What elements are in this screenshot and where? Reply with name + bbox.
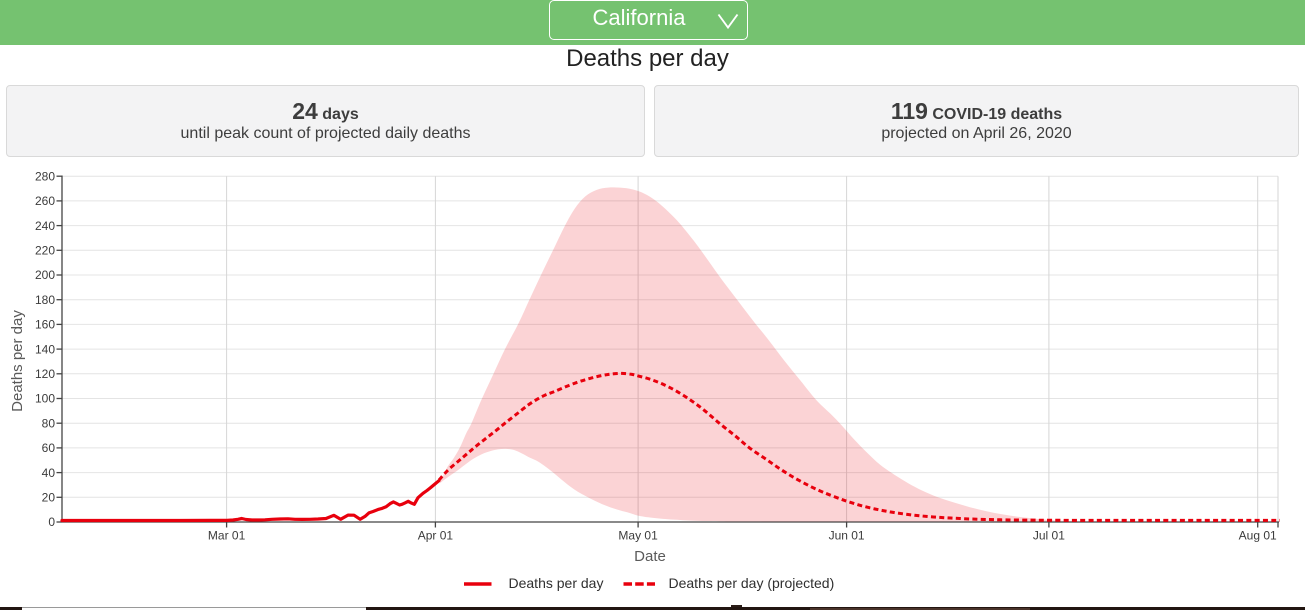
svg-text:80: 80 — [42, 416, 56, 430]
svg-text:Apr 01: Apr 01 — [418, 529, 454, 543]
svg-text:Deaths per day: Deaths per day — [9, 310, 26, 412]
svg-text:Date: Date — [634, 548, 666, 565]
svg-text:Mar 01: Mar 01 — [208, 529, 246, 543]
svg-text:180: 180 — [35, 293, 55, 307]
svg-text:140: 140 — [35, 342, 55, 356]
svg-text:Aug 01: Aug 01 — [1239, 529, 1277, 543]
svg-text:160: 160 — [35, 318, 55, 332]
svg-text:Deaths per day (projected): Deaths per day (projected) — [669, 575, 835, 591]
svg-text:120: 120 — [35, 367, 55, 381]
svg-text:60: 60 — [42, 441, 56, 455]
svg-text:260: 260 — [35, 194, 55, 208]
svg-text:0: 0 — [48, 515, 55, 529]
svg-text:280: 280 — [35, 169, 55, 183]
svg-text:Jul 01: Jul 01 — [1033, 529, 1065, 543]
svg-text:Deaths per day: Deaths per day — [509, 575, 604, 591]
svg-text:220: 220 — [35, 244, 55, 258]
svg-text:40: 40 — [42, 466, 56, 480]
svg-text:240: 240 — [35, 219, 55, 233]
svg-text:May 01: May 01 — [618, 529, 658, 543]
svg-text:20: 20 — [42, 491, 56, 505]
svg-text:Jun 01: Jun 01 — [829, 529, 865, 543]
svg-text:100: 100 — [35, 392, 55, 406]
svg-text:200: 200 — [35, 268, 55, 282]
